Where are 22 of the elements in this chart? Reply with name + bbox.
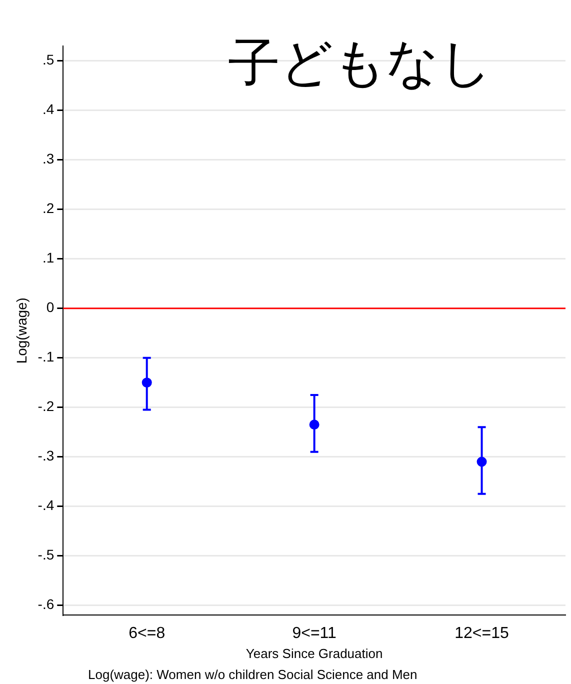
y-tick-label: .3 — [42, 150, 54, 167]
point — [309, 420, 320, 430]
y-tick-label: -.5 — [38, 546, 54, 563]
y-tick-label: 0 — [46, 299, 54, 316]
x-tick-label: 6<=8 — [128, 625, 166, 642]
y-tick-label: -.3 — [38, 448, 54, 464]
y-tick-label: -.2 — [38, 398, 54, 414]
y-tick-label: .2 — [42, 200, 54, 216]
x-tick-label: 12<=15 — [454, 625, 510, 642]
chart-title: 子どもなし — [228, 34, 492, 92]
text: Log(wage): Women w/o children Social Science and Men — [88, 667, 418, 682]
point — [476, 456, 487, 467]
y-tick-label: -.4 — [38, 497, 54, 514]
y-tick-label: .1 — [42, 250, 54, 266]
y-tick-label: -.1 — [38, 348, 54, 365]
y-tick-label: -.6 — [38, 596, 54, 612]
x-axis-title: Years Since Graduation — [246, 646, 383, 661]
point — [142, 378, 152, 388]
x-tick-label: 9<=11 — [292, 625, 337, 642]
y-tick-label: .4 — [42, 101, 54, 118]
y-tick-label: .5 — [42, 52, 54, 68]
y-axis-title: Log(wage) — [13, 298, 30, 364]
